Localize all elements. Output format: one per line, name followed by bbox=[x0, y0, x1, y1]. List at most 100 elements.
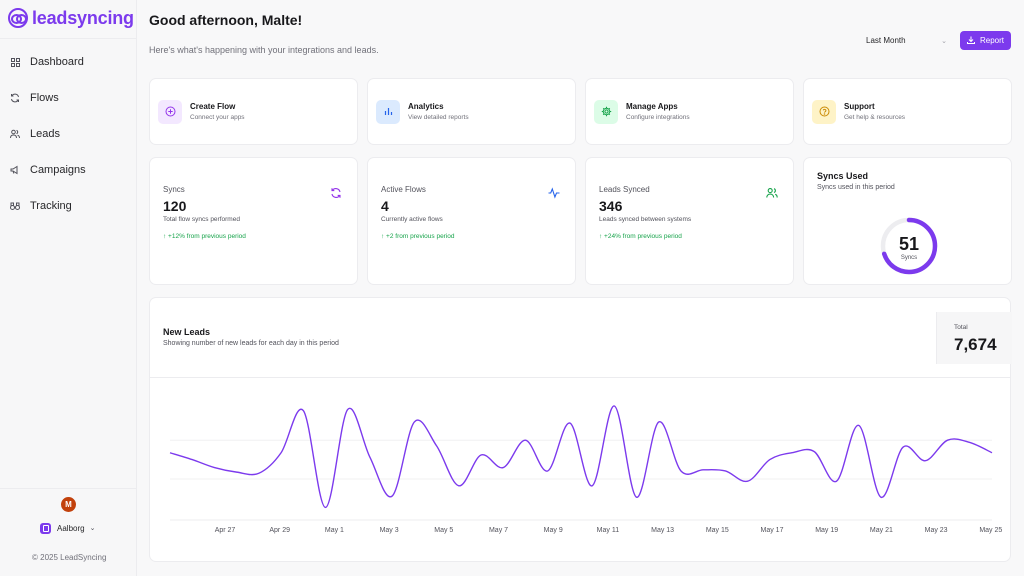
refresh-icon bbox=[8, 91, 22, 105]
x-tick-label: May 7 bbox=[489, 527, 508, 534]
sidebar-item-label: Tracking bbox=[30, 200, 72, 212]
x-tick-label: Apr 27 bbox=[215, 527, 236, 534]
analytics-card[interactable]: Analytics View detailed reports bbox=[367, 78, 576, 145]
sidebar-item-label: Campaigns bbox=[30, 164, 86, 176]
quick-action-text: Support Get help & resources bbox=[844, 102, 905, 121]
x-tick-label: May 23 bbox=[925, 527, 948, 534]
gear-icon bbox=[594, 99, 618, 124]
syncs-used-label: Syncs bbox=[900, 255, 918, 261]
grid-icon bbox=[8, 55, 22, 69]
x-tick-label: May 11 bbox=[597, 527, 620, 534]
new-leads-desc: Showing number of new leads for each day… bbox=[163, 340, 339, 347]
report-label: Report bbox=[979, 36, 1004, 45]
total-value: 7,674 bbox=[954, 335, 997, 354]
workspace-name: Aalborg bbox=[57, 523, 85, 533]
stat-label: Leads Synced bbox=[599, 185, 650, 194]
total-label: Total bbox=[954, 324, 968, 331]
create-flow-card[interactable]: Create Flow Connect your apps bbox=[149, 78, 358, 145]
workspace-icon bbox=[40, 522, 51, 534]
sidebar-nav: Dashboard Flows Leads Campaigns Tracking bbox=[0, 44, 137, 224]
copyright: © 2025 LeadSyncing bbox=[32, 553, 107, 562]
syncs-used-title: Syncs Used bbox=[817, 171, 869, 181]
quick-action-text: Analytics View detailed reports bbox=[408, 102, 469, 121]
quick-action-title: Support bbox=[844, 102, 875, 111]
quick-action-title: Analytics bbox=[408, 102, 444, 111]
page-title: Good afternoon, Malte! bbox=[149, 12, 303, 28]
page-subtitle: Here's what's happening with your integr… bbox=[149, 45, 379, 55]
quick-action-desc: Configure integrations bbox=[626, 114, 690, 121]
quick-action-desc: View detailed reports bbox=[408, 114, 469, 121]
download-icon bbox=[966, 36, 975, 46]
brand-name: leadsyncing bbox=[32, 7, 134, 28]
quick-action-desc: Get help & resources bbox=[844, 114, 906, 121]
sidebar-item-dashboard[interactable]: Dashboard bbox=[0, 44, 137, 80]
logo[interactable]: leadsyncing bbox=[8, 7, 134, 29]
syncs-used-desc: Syncs used in this period bbox=[817, 184, 895, 191]
x-tick-label: May 25 bbox=[979, 527, 1002, 534]
quick-action-desc: Connect your apps bbox=[190, 114, 245, 121]
sidebar-item-label: Dashboard bbox=[30, 56, 84, 68]
syncs-gauge bbox=[880, 217, 938, 275]
chevron-down-icon: ⌄ bbox=[89, 525, 96, 532]
stat-value: 4 bbox=[381, 198, 389, 214]
stat-desc: Leads synced between systems bbox=[599, 216, 692, 223]
sidebar-item-flows[interactable]: Flows bbox=[0, 80, 137, 116]
chevron-down-icon: ⌄ bbox=[941, 37, 947, 45]
report-button[interactable]: Report bbox=[960, 31, 1011, 50]
new-leads-series-line bbox=[169, 405, 993, 509]
plus-circle-icon bbox=[158, 99, 182, 124]
syncs-used-card: Syncs Used Syncs used in this period 51 … bbox=[803, 157, 1012, 285]
divider bbox=[0, 488, 137, 489]
stat-desc: Total flow syncs performed bbox=[163, 216, 240, 223]
users-icon bbox=[766, 188, 778, 198]
avatar[interactable]: M bbox=[61, 497, 76, 512]
x-tick-label: May 1 bbox=[325, 527, 344, 534]
x-tick-label: May 19 bbox=[815, 527, 838, 534]
sidebar-item-campaigns[interactable]: Campaigns bbox=[0, 152, 137, 188]
sidebar-item-tracking[interactable]: Tracking bbox=[0, 188, 137, 224]
sidebar-item-label: Leads bbox=[30, 128, 60, 140]
stat-trend: ↑ +12% from previous period bbox=[163, 233, 246, 240]
sidebar-item-label: Flows bbox=[30, 92, 59, 104]
period-value: Last Month bbox=[866, 36, 906, 45]
users-icon bbox=[8, 127, 22, 141]
quick-action-title: Create Flow bbox=[190, 102, 236, 111]
stat-trend: ↑ +24% from previous period bbox=[599, 233, 682, 240]
megaphone-icon bbox=[8, 163, 22, 177]
new-leads-chart: Apr 27 Apr 29 May 1 May 3 May 5 May 7 May 9 May… bbox=[169, 405, 1002, 534]
new-leads-title: New Leads bbox=[163, 327, 211, 337]
active-flows-stat-card: Active Flows 4 Currently active flows ↑ … bbox=[367, 157, 576, 285]
gauge-fill bbox=[880, 217, 938, 275]
activity-icon bbox=[548, 187, 560, 199]
divider bbox=[150, 377, 1010, 378]
x-tick-label: May 21 bbox=[870, 527, 893, 534]
x-tick-label: May 17 bbox=[761, 527, 784, 534]
quick-action-title: Manage Apps bbox=[626, 102, 678, 111]
support-card[interactable]: Support Get help & resources bbox=[803, 78, 1012, 145]
syncs-used-value: 51 bbox=[898, 234, 920, 254]
x-tick-label: May 15 bbox=[706, 527, 729, 534]
logo-icon bbox=[8, 8, 28, 28]
x-tick-label: May 5 bbox=[434, 527, 453, 534]
leads-synced-stat-card: Leads Synced 346 Leads synced between sy… bbox=[585, 157, 794, 285]
sidebar-item-leads[interactable]: Leads bbox=[0, 116, 137, 152]
syncs-stat-card: Syncs 120 Total flow syncs performed ↑ +… bbox=[149, 157, 358, 285]
workspace-switcher[interactable]: Aalborg ⌄ bbox=[40, 520, 95, 536]
bar-chart-icon bbox=[376, 99, 400, 124]
help-circle-icon bbox=[812, 99, 836, 124]
sync-icon bbox=[331, 188, 341, 198]
total-box: Total 7,674 bbox=[936, 312, 1012, 364]
x-tick-label: Apr 29 bbox=[269, 527, 290, 534]
stat-value: 120 bbox=[163, 198, 187, 214]
divider bbox=[0, 38, 137, 39]
stat-desc: Currently active flows bbox=[381, 216, 443, 223]
binoculars-icon bbox=[8, 199, 22, 213]
sidebar: leadsyncing Dashboard Flows Leads Campa bbox=[0, 0, 137, 576]
manage-apps-card[interactable]: Manage Apps Configure integrations bbox=[585, 78, 794, 145]
new-leads-card: New Leads Showing number of new leads fo… bbox=[149, 297, 1012, 562]
x-tick-label: May 13 bbox=[651, 527, 674, 534]
period-select[interactable]: Last Month ⌄ bbox=[859, 31, 954, 50]
stat-trend: ↑ +2 from previous period bbox=[381, 233, 455, 240]
x-tick-label: May 3 bbox=[380, 527, 399, 534]
stat-value: 346 bbox=[599, 198, 623, 214]
